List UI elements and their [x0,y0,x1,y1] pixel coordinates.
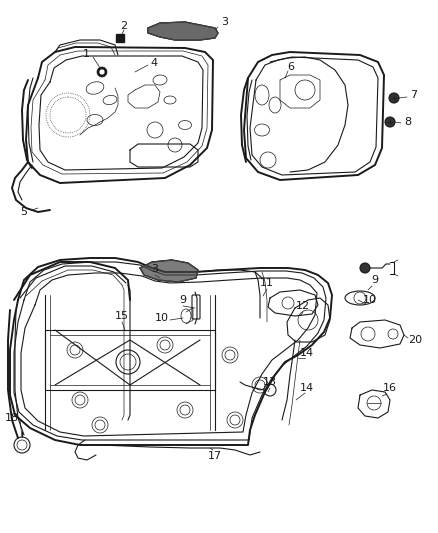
Polygon shape [148,22,218,40]
Text: 8: 8 [404,117,412,127]
Text: 13: 13 [263,377,277,387]
Text: 16: 16 [383,383,397,393]
Text: 17: 17 [208,451,222,461]
Text: 14: 14 [300,348,314,358]
Text: 15: 15 [115,311,129,321]
Text: 10: 10 [363,295,377,305]
Text: 3: 3 [152,264,159,274]
Text: 10: 10 [155,313,169,323]
Text: 4: 4 [150,58,158,68]
Circle shape [360,263,370,273]
Text: 20: 20 [408,335,422,345]
Text: 6: 6 [287,62,294,72]
Text: 3: 3 [222,17,229,27]
Circle shape [99,69,105,75]
Polygon shape [140,260,198,282]
Bar [116,34,124,42]
Text: 2: 2 [120,21,127,31]
Circle shape [385,117,395,127]
Text: 18: 18 [5,413,19,423]
Text: 5: 5 [21,207,28,217]
Text: 9: 9 [180,295,187,305]
Circle shape [389,93,399,103]
Circle shape [97,67,107,77]
Text: 14: 14 [300,383,314,393]
Text: 11: 11 [260,278,274,288]
Text: 7: 7 [410,90,417,100]
Text: 9: 9 [371,275,378,285]
Text: 1: 1 [82,49,89,59]
Text: 12: 12 [296,301,310,311]
